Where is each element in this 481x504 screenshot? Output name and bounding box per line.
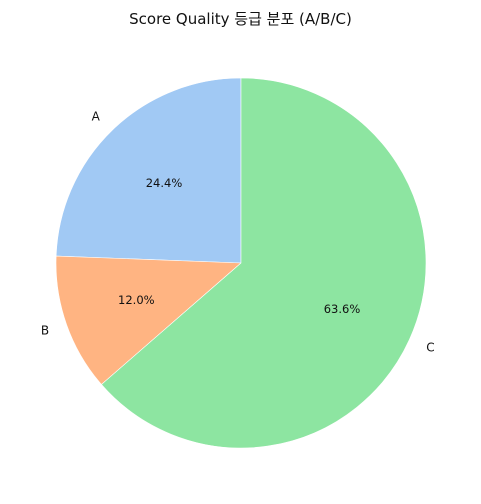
pie-slice-b — [55, 255, 242, 385]
slice-value-label-a: 24.4% — [146, 176, 183, 190]
slice-value-label-c: 63.6% — [324, 302, 361, 316]
pie-slice-a — [55, 77, 242, 264]
chart-title: Score Quality 등급 분포 (A/B/C) — [129, 10, 352, 28]
slice-value-label-b: 12.0% — [118, 293, 155, 307]
slice-label-a: A — [92, 109, 101, 123]
slice-label-c: C — [426, 340, 434, 354]
slice-label-b: B — [41, 324, 49, 338]
pie-slice-c — [101, 77, 427, 449]
